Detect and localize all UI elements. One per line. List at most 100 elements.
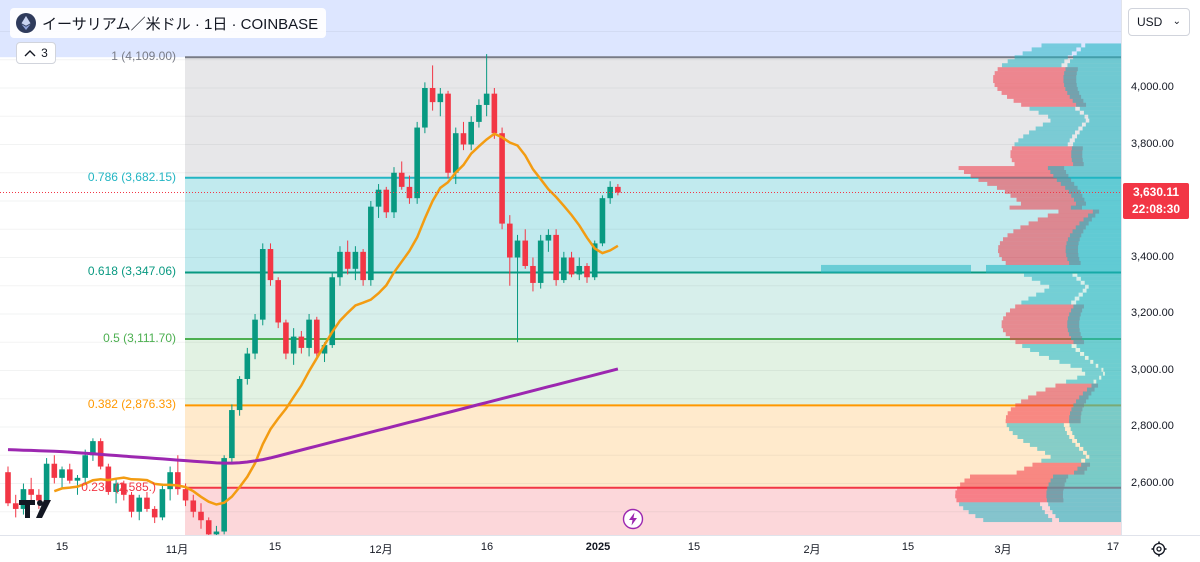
price-tick-label: 3,400.00	[1131, 250, 1174, 263]
volume-profile-bar	[1064, 71, 1121, 76]
volume-profile-bar	[1086, 288, 1121, 293]
volume-profile-bar	[1005, 332, 1081, 337]
candle-body	[491, 93, 498, 134]
candle-body	[483, 93, 490, 105]
volume-profile-bar	[1048, 114, 1085, 119]
volume-profile-bar	[1015, 340, 1085, 345]
volume-profile-bar	[1060, 181, 1121, 186]
candle-body	[445, 93, 451, 173]
candle-body	[213, 531, 220, 535]
candle-body	[198, 511, 204, 521]
candle-body	[545, 234, 552, 241]
volume-profile-bar	[1089, 454, 1121, 459]
volume-profile-bar	[1001, 320, 1080, 325]
volume-profile-bar	[1074, 470, 1121, 475]
chevron-down-icon: ⌄	[1172, 16, 1181, 27]
volume-profile-bar	[1085, 43, 1121, 48]
volume-profile-bar	[1073, 162, 1121, 167]
volume-profile-bar	[1050, 454, 1086, 459]
volume-profile-bar	[1009, 427, 1066, 432]
volume-profile-bar	[1079, 395, 1121, 400]
volume-profile-bar	[1046, 490, 1121, 495]
volume-profile-bar	[1020, 225, 1086, 230]
volume-profile-bar	[1010, 407, 1083, 412]
price-chart[interactable]	[0, 0, 1121, 535]
time-axis[interactable]	[0, 535, 1200, 562]
volume-profile-bar	[1071, 193, 1121, 198]
volume-profile-bar	[1069, 423, 1121, 428]
time-tick-label: 15	[687, 541, 701, 553]
candle-body	[244, 353, 251, 379]
volume-profile-bar	[1036, 292, 1079, 297]
candle-body	[113, 483, 119, 492]
candle-body	[499, 133, 505, 224]
volume-profile-bar	[1050, 478, 1121, 483]
current-price-label: 3,630.11 22:08:30	[1123, 183, 1189, 219]
candle-body	[383, 189, 390, 213]
volume-profile-bar	[1076, 344, 1121, 349]
candle-body	[90, 441, 96, 456]
volume-profile-bar	[1037, 446, 1080, 451]
price-tick-label: 3,800.00	[1131, 137, 1174, 150]
volume-profile-bar	[1045, 450, 1084, 455]
volume-profile-bar	[1073, 197, 1121, 202]
fib-label: 0.786 (3,682.15)	[87, 169, 176, 184]
time-tick-label: 3月	[994, 544, 1012, 556]
volume-profile-bar	[1020, 201, 1086, 206]
tradingview-logo-icon[interactable]	[18, 497, 58, 521]
volume-profile-bar	[1077, 466, 1121, 471]
volume-profile-bar	[1003, 316, 1080, 321]
time-tick-label: 15	[901, 541, 915, 553]
volume-profile-bar	[1046, 494, 1121, 499]
volume-profile-bar	[1076, 51, 1121, 56]
volume-profile-bar	[1089, 118, 1121, 123]
volume-profile-bar	[1014, 162, 1084, 167]
volume-profile-bar	[1075, 201, 1121, 206]
gear-icon[interactable]	[1151, 541, 1167, 557]
volume-profile-bar	[1080, 276, 1121, 281]
price-scale[interactable]	[1121, 0, 1200, 535]
volume-profile-bar	[963, 506, 1043, 511]
volume-profile-bar	[1071, 308, 1121, 313]
volume-profile-bar	[1088, 284, 1121, 289]
volume-profile-bar	[1088, 213, 1121, 218]
volume-profile-bar	[955, 494, 1063, 499]
candle-body	[452, 133, 459, 173]
symbol-header[interactable]: イーサリアム／米ドル · 1日 · COINBASE	[10, 8, 327, 38]
candle-body	[267, 249, 274, 281]
chevron-up-icon	[24, 50, 36, 57]
volume-profile-bar	[1001, 257, 1080, 262]
volume-profile-bar	[1101, 375, 1121, 380]
lightning-icon[interactable]	[622, 508, 644, 530]
volume-profile-bar	[1009, 205, 1082, 210]
volume-profile-bar	[960, 482, 1065, 487]
volume-profile-bar	[978, 177, 1072, 182]
volume-profile-bar	[994, 83, 1077, 87]
volume-profile-bar	[1077, 438, 1121, 443]
candle-body	[360, 251, 366, 281]
price-tick-label: 2,800.00	[1131, 420, 1174, 432]
candle-body	[368, 206, 374, 281]
candle-body	[51, 463, 58, 478]
currency-select[interactable]: USD ⌄	[1128, 8, 1190, 36]
candle-body	[406, 186, 413, 199]
volume-profile-bar	[1080, 347, 1121, 352]
ethereum-icon	[16, 13, 36, 33]
volume-profile-bar	[1074, 434, 1121, 439]
volume-profile-bar	[1017, 434, 1070, 439]
volume-profile-bar	[1048, 482, 1121, 487]
candle-body	[537, 240, 544, 283]
candle-body	[74, 477, 81, 481]
volume-profile-bar	[1045, 387, 1095, 392]
volume-profile-bar	[1021, 399, 1087, 404]
volume-profile-bar	[998, 249, 1078, 254]
volume-profile-bar	[1080, 442, 1121, 447]
volume-profile-bar	[957, 486, 1064, 491]
volume-profile-bar	[999, 253, 1079, 258]
indicators-toggle-button[interactable]: 3	[16, 42, 56, 64]
candle-body	[66, 469, 73, 481]
candle-body	[414, 127, 420, 199]
volume-profile-bar	[1085, 371, 1104, 376]
volume-profile-bar	[1067, 328, 1121, 333]
volume-profile-bar	[955, 490, 1064, 495]
